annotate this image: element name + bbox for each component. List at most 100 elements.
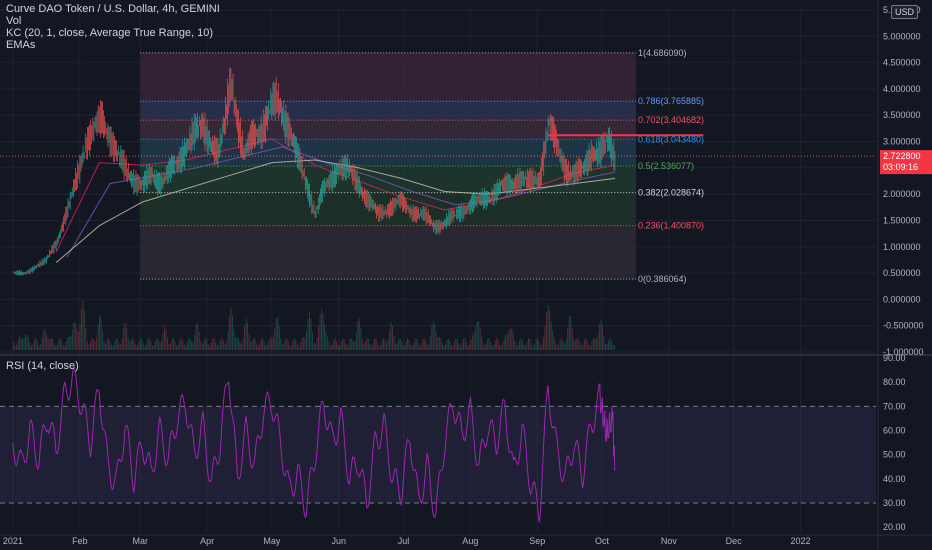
volume-bar (305, 331, 307, 350)
volume-bar (425, 341, 427, 350)
volume-bar (31, 345, 33, 350)
volume-bar (233, 329, 235, 350)
price-label-value: 2.722800 (883, 151, 921, 161)
volume-bar (334, 338, 336, 350)
date-tick-label: Jun (331, 536, 346, 546)
volume-bar (382, 337, 384, 350)
volume-bar (274, 329, 276, 350)
volume-bar (373, 339, 375, 350)
volume-bar (106, 340, 108, 350)
volume-bar (99, 314, 101, 350)
price-tick-label: 5.000000 (883, 31, 921, 41)
price-tick-label: 0.000000 (883, 294, 921, 304)
volume-bar (304, 337, 306, 350)
volume-bar (76, 328, 78, 350)
volume-bar (469, 344, 471, 350)
volume-bar (43, 330, 45, 350)
volume-bar (478, 321, 480, 350)
volume-bar (256, 343, 258, 350)
volume-bar (325, 331, 327, 350)
volume-bar (80, 308, 82, 350)
volume-bar (458, 343, 460, 350)
volume-bar (598, 324, 600, 350)
volume-bar (605, 344, 607, 350)
volume-bar (316, 337, 318, 350)
volume-bar (219, 340, 221, 350)
indicator-emas: EMAs (6, 39, 36, 51)
volume-bar (583, 340, 585, 350)
volume-bar (295, 339, 297, 350)
volume-bar (413, 342, 415, 350)
volume-bar (378, 345, 380, 350)
volume-bar (463, 338, 465, 350)
volume-bar (123, 327, 125, 350)
volume-bar (461, 343, 463, 350)
volume-bar (86, 341, 88, 350)
currency-badge[interactable]: USD (890, 5, 918, 19)
volume-bar (23, 337, 25, 350)
volume-bar (398, 339, 400, 350)
volume-bar (455, 338, 457, 350)
volume-bar (105, 343, 107, 350)
volume-bar (428, 344, 430, 350)
date-tick-label: Aug (462, 536, 478, 546)
volume-bar (136, 345, 138, 350)
volume-bar (354, 341, 356, 350)
volume-bar (308, 312, 310, 350)
volume-bar (393, 336, 395, 350)
volume-bar (410, 344, 412, 350)
volume-bar (262, 338, 264, 350)
volume-bar (517, 344, 519, 350)
fib-zone (140, 52, 636, 102)
volume-bar (392, 326, 394, 350)
volume-bar (266, 344, 268, 350)
volume-bar (64, 345, 66, 350)
volume-bar (614, 345, 616, 350)
volume-bar (336, 340, 338, 350)
volume-bar (585, 338, 587, 350)
volume-bar (466, 342, 468, 350)
volume-bar (360, 327, 362, 350)
volume-bar (582, 344, 584, 350)
volume-bar (389, 329, 391, 350)
volume-bar (34, 339, 36, 350)
volume-bar (550, 321, 552, 350)
volume-bar (180, 338, 182, 350)
rsi-title: RSI (14, close) (6, 360, 79, 372)
indicator-kc: KC (20, 1, close, Average True Range, 10… (6, 27, 214, 39)
volume-bar (490, 342, 492, 350)
rsi-tick-label: 50.00 (883, 450, 906, 460)
volume-bar (530, 343, 532, 350)
volume-bar (434, 325, 436, 350)
volume-bar (473, 331, 475, 350)
volume-bar (141, 339, 143, 350)
volume-bar (192, 341, 194, 350)
fib-level-label: 0.5(2.536077) (638, 161, 694, 171)
volume-bar (340, 341, 342, 350)
volume-bar (79, 324, 81, 350)
volume-bar (307, 319, 309, 350)
volume-bar (367, 339, 369, 350)
volume-bar (476, 321, 478, 350)
volume-bar (574, 341, 576, 350)
volume-bar (301, 338, 303, 350)
volume-bar (209, 345, 211, 350)
price-tick-label: 0.500000 (883, 268, 921, 278)
volume-bar (221, 338, 223, 350)
volume-bar (456, 339, 458, 350)
volume-bar (544, 325, 546, 350)
fib-level-label: 0.702(3.404682) (638, 115, 704, 125)
volume-bar (506, 334, 508, 350)
date-tick-label: Dec (726, 536, 743, 546)
volume-bar (395, 343, 397, 350)
price-tick-label: -0.500000 (883, 321, 924, 331)
volume-bar (22, 338, 24, 350)
fib-level-label: 0.382(2.028674) (638, 188, 704, 198)
volume-bar (59, 338, 61, 350)
volume-bar (589, 345, 591, 350)
volume-bar (50, 337, 52, 350)
volume-bar (315, 344, 317, 350)
volume-bar (609, 337, 611, 350)
volume-bar (361, 339, 363, 350)
